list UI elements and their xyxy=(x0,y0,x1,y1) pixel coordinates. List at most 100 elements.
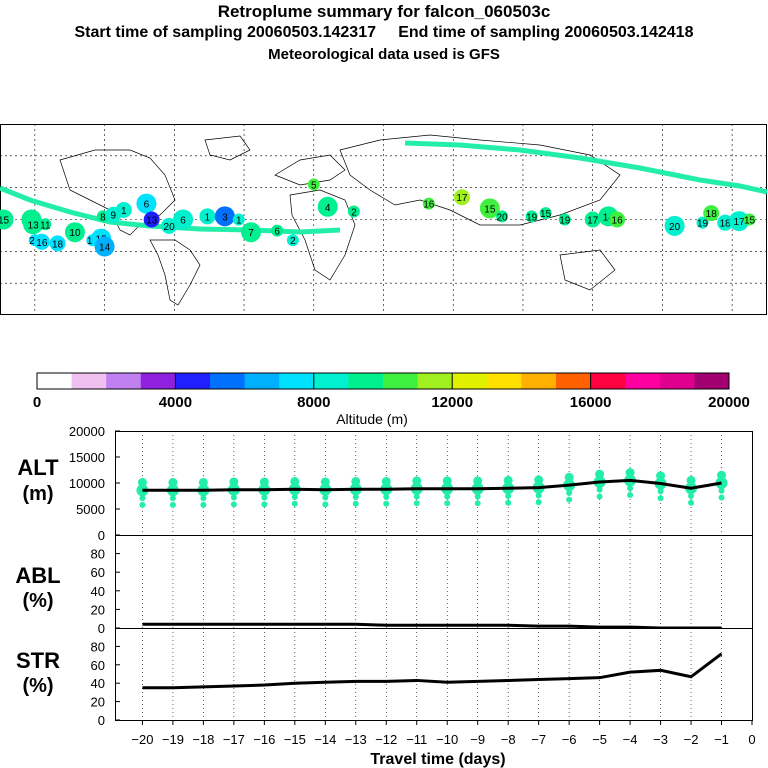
plume-cluster-label: 18 xyxy=(52,239,64,250)
plume-cluster-label: 16 xyxy=(423,200,435,211)
colorbar-tick-label: 12000 xyxy=(431,394,473,411)
x-tick-label: −8 xyxy=(501,732,516,747)
altitude-spread-dot xyxy=(322,501,329,508)
altitude-spread-dot xyxy=(200,501,207,508)
altitude-spread-dot xyxy=(169,501,176,508)
altitude-spread-dot xyxy=(688,493,695,499)
x-tick-label: −14 xyxy=(314,732,336,747)
coastline xyxy=(204,135,251,161)
colorbar-segment xyxy=(37,373,73,389)
coastline xyxy=(149,239,201,306)
x-tick-label: −3 xyxy=(653,732,668,747)
altitude-spread-dot xyxy=(718,487,725,494)
x-tick-label: −4 xyxy=(623,732,638,747)
plume-cluster-marker xyxy=(307,178,320,191)
altitude-spread-dot xyxy=(474,500,481,507)
altitude-spread-dot xyxy=(139,495,146,502)
y-tick-label: 80 xyxy=(91,639,105,654)
plume-cluster-marker xyxy=(422,197,435,210)
coastline xyxy=(289,189,356,281)
panel-label-unit: (m) xyxy=(22,483,53,505)
panel-label-unit: (%) xyxy=(22,590,53,612)
altitude-spread-dot xyxy=(383,500,390,507)
x-tick-label: −17 xyxy=(223,732,245,747)
coastline xyxy=(274,154,346,186)
plume-cluster-marker xyxy=(136,193,157,214)
plume-cluster-label: 5 xyxy=(311,180,317,191)
plume-cluster-marker xyxy=(214,206,235,227)
y-tick-label: 20000 xyxy=(69,424,105,439)
altitude-spread-dot xyxy=(413,500,420,507)
x-tick-label: −5 xyxy=(592,732,607,747)
altitude-spread-dot xyxy=(535,499,542,506)
altitude-spread-dot xyxy=(505,499,512,506)
plume-cluster-label: 14 xyxy=(99,243,111,254)
plume-cluster-label: 9 xyxy=(111,211,117,222)
plume-cluster-label: 1 xyxy=(205,212,211,223)
plume-cluster-label: 6 xyxy=(180,216,186,227)
plume-cluster-marker xyxy=(64,222,85,243)
plume-cluster-marker xyxy=(143,211,160,228)
altitude-spread-dot xyxy=(200,495,207,502)
plume-cluster-label: 15 xyxy=(744,216,756,227)
plume-cluster-label: 11 xyxy=(40,220,51,231)
plume-cluster-marker xyxy=(664,215,685,236)
altitude-spread-dot xyxy=(230,494,237,501)
x-tick-label: −9 xyxy=(470,732,485,747)
plume-cluster-marker xyxy=(539,207,552,220)
y-tick-label: 0 xyxy=(98,621,105,636)
coastline xyxy=(559,249,616,291)
x-tick-label: −10 xyxy=(436,732,458,747)
y-tick-label: 0 xyxy=(98,713,105,728)
altitude-spread-dot xyxy=(627,491,634,498)
plume-cluster-label: 6 xyxy=(274,227,280,238)
altitude-spread-dot xyxy=(139,501,146,508)
x-tick-label: −16 xyxy=(253,732,275,747)
plume-cluster-label: 16 xyxy=(612,216,624,227)
plume-cluster-marker xyxy=(39,218,52,231)
altitude-spread-dot xyxy=(383,494,390,501)
panel-frame xyxy=(115,535,753,629)
x-tick-label: −7 xyxy=(531,732,546,747)
altitude-spread-dot xyxy=(444,493,451,500)
plume-cluster-label: 2 xyxy=(351,208,357,219)
plume-cluster-label: 19 xyxy=(526,212,538,223)
x-tick-label: 0 xyxy=(748,732,755,747)
colorbar-axis-label: Altitude (m) xyxy=(336,411,408,427)
plume-cluster-label: 20 xyxy=(496,212,508,223)
trajectory-line xyxy=(404,140,768,195)
y-tick-label: 60 xyxy=(91,658,105,673)
y-tick-label: 20 xyxy=(91,695,105,710)
altitude-spread-dot xyxy=(627,485,634,492)
plume-cluster-marker xyxy=(317,196,338,217)
colorbar-segment xyxy=(383,373,419,389)
colorbar-segment xyxy=(244,373,280,389)
plume-cluster-marker xyxy=(584,211,601,228)
altitude-spread-dot xyxy=(413,493,420,500)
x-tick-label: −2 xyxy=(684,732,699,747)
altitude-spread-dot xyxy=(474,493,481,500)
x-tick-label: −13 xyxy=(345,732,367,747)
plume-cluster-marker xyxy=(743,213,756,226)
plume-cluster-label: 17 xyxy=(734,217,746,228)
plume-cluster-marker xyxy=(729,211,750,232)
x-tick-label: −6 xyxy=(562,732,577,747)
altitude-spread-dot xyxy=(291,494,298,501)
altitude-spread-dot xyxy=(596,493,603,500)
colorbar-tick-label: 8000 xyxy=(297,394,330,411)
plume-cluster-label: 8 xyxy=(100,212,106,223)
plume-cluster-label: 7 xyxy=(248,228,254,239)
plume-cluster-label: 3 xyxy=(222,212,228,223)
altitude-spread-dot xyxy=(261,501,268,508)
plume-cluster-label: 19 xyxy=(697,219,709,230)
coastline xyxy=(339,134,621,226)
plume-cluster-label: 1 xyxy=(236,216,242,227)
plume-cluster-marker xyxy=(696,216,709,229)
met-data-label: Meteorological data used is GFS xyxy=(268,46,500,63)
colorbar-segment xyxy=(106,373,142,389)
colorbar-segment xyxy=(694,373,730,389)
colorbar-segment xyxy=(279,373,315,389)
colorbar-segment xyxy=(659,373,695,389)
altitude-spread-dot xyxy=(566,489,573,496)
altitude-spread-dot xyxy=(322,494,329,501)
